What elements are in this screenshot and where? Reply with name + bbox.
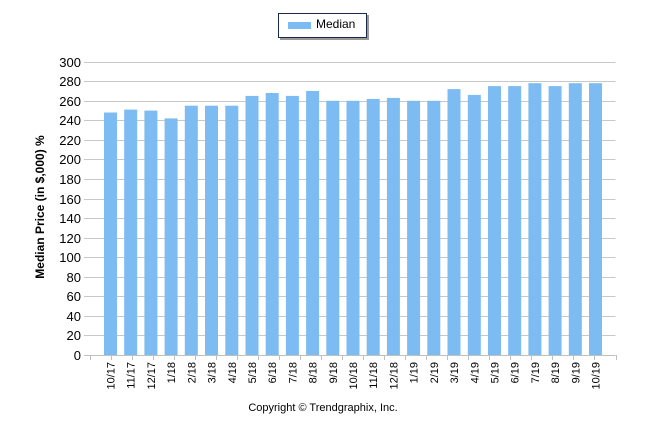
x-tick-label: 8/18 [308, 362, 320, 383]
x-tick-label: 8/19 [550, 362, 562, 383]
x-tick-label: 5/18 [247, 362, 259, 383]
y-tick-label: 160 [59, 192, 81, 207]
y-tick-label: 20 [67, 328, 81, 343]
y-tick-label: 140 [59, 211, 81, 226]
x-tick-label: 1/19 [409, 362, 421, 383]
y-tick-label: 100 [59, 250, 81, 265]
x-tick-label: 4/19 [469, 362, 481, 383]
x-tick-label: 1/18 [166, 362, 178, 383]
bar-10-18 [346, 100, 360, 355]
x-tick-label: 2/19 [429, 362, 441, 383]
bar-11-17 [124, 109, 138, 355]
bar-11-18 [366, 98, 380, 356]
x-tick-label: 10/19 [591, 362, 603, 390]
bar-6-18 [265, 93, 279, 355]
y-tick-label: 300 [59, 55, 81, 70]
copyright-text: Copyright © Trendgraphix, Inc. [248, 402, 398, 414]
x-tick-label: 12/18 [388, 362, 400, 390]
legend-label: Median [316, 17, 356, 31]
y-axis-title: Median Price (in $,000) % [33, 135, 47, 279]
bar-12-18 [386, 97, 400, 356]
bar-1-19 [407, 100, 421, 355]
x-tick-label: 7/19 [530, 362, 542, 383]
bar-2-18 [184, 105, 198, 355]
x-tick-label: 10/17 [106, 362, 118, 390]
bar-10-17 [104, 112, 117, 355]
y-tick-label: 280 [59, 74, 81, 89]
x-tick-label: 11/18 [368, 362, 380, 389]
bar-4-18 [225, 105, 239, 355]
y-tick-label: 80 [67, 270, 81, 285]
y-tick-label: 40 [67, 309, 81, 324]
y-tick-label: 180 [59, 172, 81, 187]
bars [104, 83, 602, 356]
bar-7-18 [285, 95, 299, 356]
bar-3-19 [447, 89, 461, 355]
bar-9-19 [568, 83, 582, 355]
y-tick-label: 240 [59, 113, 81, 128]
x-tick-label: 4/18 [227, 362, 239, 383]
bar-12-17 [144, 110, 158, 355]
x-tick-label: 9/18 [328, 362, 340, 383]
x-tick-label: 11/17 [126, 362, 138, 389]
bar-5-18 [245, 95, 259, 356]
x-tick-label: 3/19 [449, 362, 461, 383]
x-tick-label: 3/18 [207, 362, 219, 383]
legend-swatch-median [288, 22, 311, 29]
y-tick-label: 60 [67, 289, 81, 304]
bar-5-19 [488, 86, 501, 355]
x-tick-label: 10/18 [348, 362, 360, 390]
bar-10-19 [589, 83, 602, 355]
x-axis [84, 355, 617, 360]
y-axis-ticks: 0 20 40 60 80 100 120 140 160 180 200 220 240 260 280 3… [59, 55, 81, 363]
bar-8-19 [548, 86, 562, 355]
x-tick-label: 2/18 [186, 362, 198, 383]
bar-4-19 [467, 94, 481, 356]
x-tick-label: 6/18 [267, 362, 279, 383]
y-tick-label: 220 [59, 133, 81, 148]
x-tick-label: 7/18 [287, 362, 299, 383]
x-axis-labels: 10/17 11/17 12/17 1/18 2/18 3/18 4/18 5/18 6/18 7… [106, 362, 603, 390]
x-tick-label: 6/19 [510, 362, 522, 383]
bar-8-18 [306, 91, 320, 355]
bar-1-18 [164, 118, 178, 356]
bar-6-19 [508, 86, 522, 355]
bar-2-19 [427, 100, 441, 355]
y-tick-label: 0 [74, 348, 81, 363]
x-tick-label: 12/17 [146, 362, 158, 390]
y-tick-label: 200 [59, 152, 81, 167]
y-tick-label: 260 [59, 94, 81, 109]
x-tick-label: 9/19 [570, 362, 582, 383]
y-tick-label: 120 [59, 231, 81, 246]
legend: Median [278, 13, 367, 38]
x-tick-label: 5/19 [489, 362, 501, 383]
bar-7-19 [528, 83, 542, 355]
bar-3-18 [205, 105, 218, 355]
bar-9-18 [326, 100, 340, 355]
